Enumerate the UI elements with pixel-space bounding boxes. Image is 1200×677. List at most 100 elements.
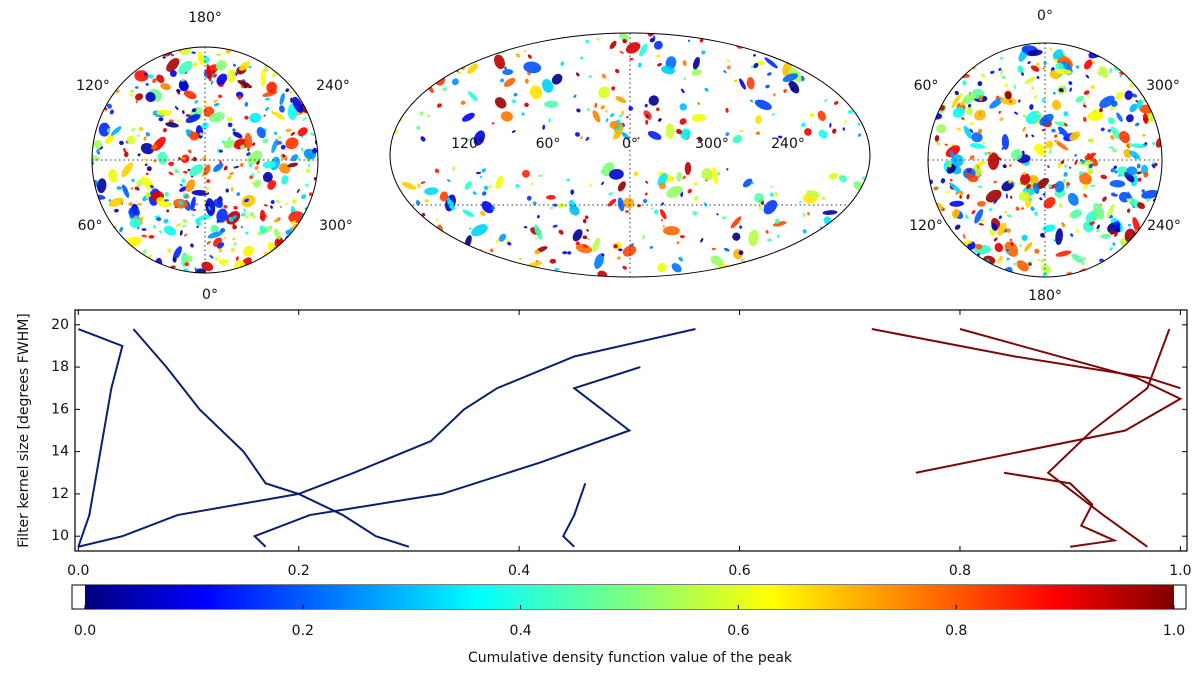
blob [256, 271, 260, 273]
blob [1143, 171, 1149, 178]
blob [658, 118, 662, 122]
blob [1109, 146, 1114, 149]
blob [601, 181, 605, 186]
blob [742, 178, 753, 188]
blob [307, 245, 312, 251]
blob [767, 238, 772, 242]
blob [130, 187, 134, 190]
blob [206, 63, 212, 82]
blob [560, 61, 565, 67]
blob [858, 97, 863, 101]
blob [772, 93, 776, 97]
blob [232, 63, 237, 67]
blob [489, 248, 494, 253]
blob [978, 95, 983, 102]
blob [807, 238, 810, 243]
blob [1083, 90, 1090, 95]
blob [128, 262, 139, 273]
blob [951, 154, 964, 167]
blob [162, 128, 167, 133]
blob [579, 136, 583, 140]
blob [615, 68, 620, 74]
blob [515, 183, 520, 189]
blob [1139, 81, 1142, 87]
blob [766, 72, 772, 76]
blob [605, 118, 609, 123]
blob [233, 242, 237, 246]
blob [703, 202, 708, 207]
blob [1151, 164, 1156, 169]
blob [582, 235, 588, 240]
blob [196, 225, 199, 229]
blob [150, 184, 154, 189]
blob [169, 70, 177, 77]
blob [290, 131, 296, 136]
blob [99, 235, 103, 239]
blob [166, 57, 180, 72]
blob [1119, 74, 1122, 78]
blob [392, 195, 395, 199]
blob [244, 115, 249, 120]
blob [521, 169, 530, 178]
blob [178, 156, 182, 161]
blob [424, 187, 439, 196]
map-label: 300° [319, 218, 353, 234]
x-tick-label: 0.0 [67, 563, 89, 579]
blob [653, 40, 663, 50]
blob [302, 78, 305, 82]
blob [687, 188, 692, 194]
blob [205, 198, 216, 216]
blob [523, 61, 542, 74]
blob [1102, 196, 1107, 202]
blob [203, 106, 215, 118]
blob [467, 91, 478, 102]
blob [653, 35, 656, 40]
blob [754, 193, 765, 203]
blob [156, 74, 165, 84]
blob [111, 246, 116, 251]
blob [1004, 241, 1019, 257]
blob [416, 239, 430, 249]
blob [447, 179, 451, 183]
blob [1086, 95, 1090, 98]
blob [931, 239, 948, 247]
blob [108, 199, 112, 202]
blob [839, 175, 848, 183]
blob [300, 147, 304, 152]
blob [110, 126, 122, 136]
blob [788, 80, 800, 94]
blob [1041, 264, 1052, 274]
blob [619, 50, 624, 54]
blob [725, 132, 730, 136]
blob [494, 97, 507, 109]
blob [828, 172, 839, 180]
blob [961, 117, 965, 121]
blob [123, 148, 127, 153]
blob [998, 215, 1002, 219]
blob [605, 109, 608, 113]
blob [314, 95, 318, 100]
blob [662, 226, 680, 236]
map-label: 180° [188, 10, 222, 26]
blob [92, 257, 95, 260]
blob [417, 47, 431, 62]
blob [191, 108, 197, 113]
blob [1082, 100, 1086, 105]
blob [145, 83, 149, 86]
blob [1024, 76, 1036, 84]
blob [271, 138, 279, 154]
blob [594, 102, 597, 108]
blob [867, 220, 870, 226]
blob [655, 54, 660, 58]
blob [239, 61, 251, 71]
blob [213, 103, 220, 107]
blob [582, 218, 587, 224]
blob [765, 84, 770, 89]
blob [1112, 242, 1116, 247]
blob [1109, 230, 1115, 235]
blob [174, 169, 179, 174]
blob [192, 62, 198, 67]
blob [203, 164, 211, 175]
blob [182, 192, 186, 196]
blob [862, 48, 870, 56]
